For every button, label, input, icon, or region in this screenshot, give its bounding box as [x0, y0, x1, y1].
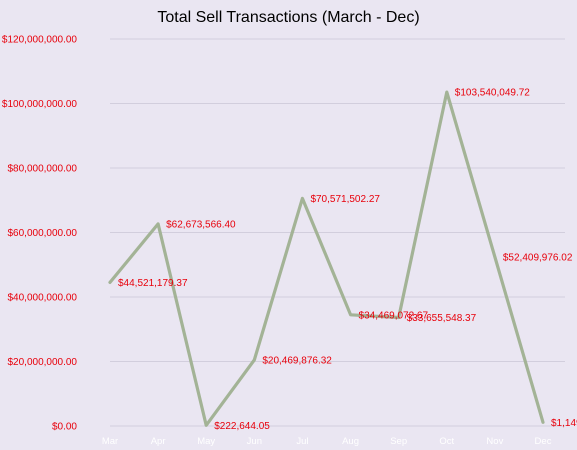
- gridlines: [110, 38, 565, 427]
- x-tick-label: Aug: [342, 436, 359, 447]
- data-label: $103,540,049.72: [455, 88, 531, 99]
- x-tick-label: Mar: [102, 436, 118, 447]
- y-tick-label: $60,000,000.00: [7, 228, 77, 239]
- y-tick-label: $40,000,000.00: [7, 293, 77, 304]
- y-tick-label: $80,000,000.00: [7, 164, 77, 175]
- data-label: $62,673,566.40: [166, 219, 236, 230]
- x-tick-label: Dec: [535, 436, 552, 447]
- x-tick-label: Jun: [247, 436, 262, 447]
- series-line: [108, 90, 545, 427]
- series-layer: [108, 90, 545, 427]
- data-label: $222,644.05: [214, 421, 270, 432]
- x-tick-label: Nov: [486, 436, 503, 447]
- x-axis-tick-labels: Mar Apr May Jun Jul Aug Sep Oct Nov Dec: [102, 436, 552, 447]
- data-label: $34,469,072.67: [359, 310, 429, 321]
- data-label: $70,571,502.27: [310, 194, 380, 205]
- x-tick-label: May: [197, 436, 215, 447]
- data-label: $1,149,736.01: [551, 418, 577, 429]
- data-label: $20,469,876.32: [262, 355, 332, 366]
- x-tick-label: Jul: [296, 436, 308, 447]
- y-tick-label: $100,000,000.00: [2, 99, 78, 110]
- x-tick-label: Apr: [151, 436, 166, 447]
- x-tick-label: Oct: [439, 436, 454, 447]
- x-tick-label: Sep: [390, 436, 407, 447]
- y-axis-tick-labels: $0.00 $20,000,000.00 $40,000,000.00 $60,000…: [2, 35, 78, 433]
- chart-title: Total Sell Transactions (March - Dec): [157, 9, 419, 26]
- y-tick-label: $20,000,000.00: [7, 357, 77, 368]
- data-label: $33,655,548.37: [407, 313, 477, 324]
- data-labels: $44,521,179.37 $62,673,566.40 $222,644.05 $…: [118, 88, 577, 432]
- y-tick-label: $120,000,000.00: [2, 35, 78, 46]
- data-label: $44,521,179.37: [118, 278, 188, 289]
- data-label: $52,409,976.02: [503, 252, 573, 263]
- y-tick-label: $0.00: [52, 422, 77, 433]
